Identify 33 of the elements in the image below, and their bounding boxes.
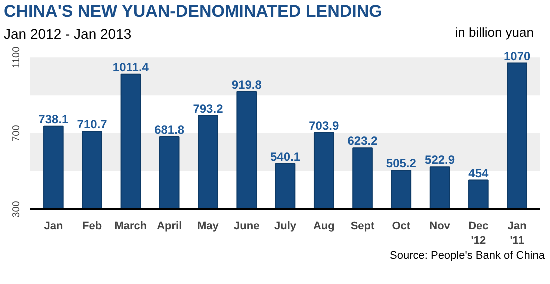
chart-title: CHINA'S NEW YUAN-DENOMINATED LENDING: [4, 1, 382, 23]
x-tick-label: Jan: [44, 220, 64, 233]
x-tick-label: May: [198, 220, 220, 233]
x-tick-label: Sept: [350, 220, 376, 233]
x-tick-label: Oct: [392, 220, 411, 233]
data-label: 710.7: [77, 118, 108, 132]
source-note: Source: People's Bank of China: [390, 249, 545, 264]
x-tick-label: Aug: [313, 220, 335, 233]
data-label: 919.8: [232, 78, 262, 92]
x-tick-label: July: [274, 220, 298, 233]
y-tick-label: 300: [12, 201, 22, 218]
data-label: 681.8: [154, 123, 185, 138]
x-tick-label: Nov: [430, 220, 452, 233]
data-label: 703.9: [309, 119, 340, 134]
data-label: 505.2: [386, 156, 417, 171]
x-tick-label: Feb: [82, 220, 102, 233]
data-label: 793.2: [193, 102, 224, 116]
data-label: 522.9: [425, 153, 456, 168]
x-tick-label: Dec '12: [468, 220, 489, 248]
y-tick-label: 1100: [12, 46, 22, 69]
y-tick-label: 700: [12, 125, 22, 142]
x-tick-label: June: [234, 220, 260, 233]
x-tick-label: April: [157, 220, 182, 233]
chart-subtitle: Jan 2012 - Jan 2013: [4, 25, 132, 44]
data-label: 738.1: [38, 112, 70, 127]
data-label: 540.1: [270, 150, 301, 164]
data-label: 1070: [504, 50, 531, 64]
x-tick-label: Jan '11: [508, 220, 528, 248]
data-label: 454: [468, 166, 490, 181]
y-axis-title: in billion yuan: [455, 24, 534, 42]
x-tick-label: March: [114, 220, 148, 233]
data-label: 623.2: [348, 134, 378, 148]
data-label: 1011.4: [112, 60, 150, 75]
